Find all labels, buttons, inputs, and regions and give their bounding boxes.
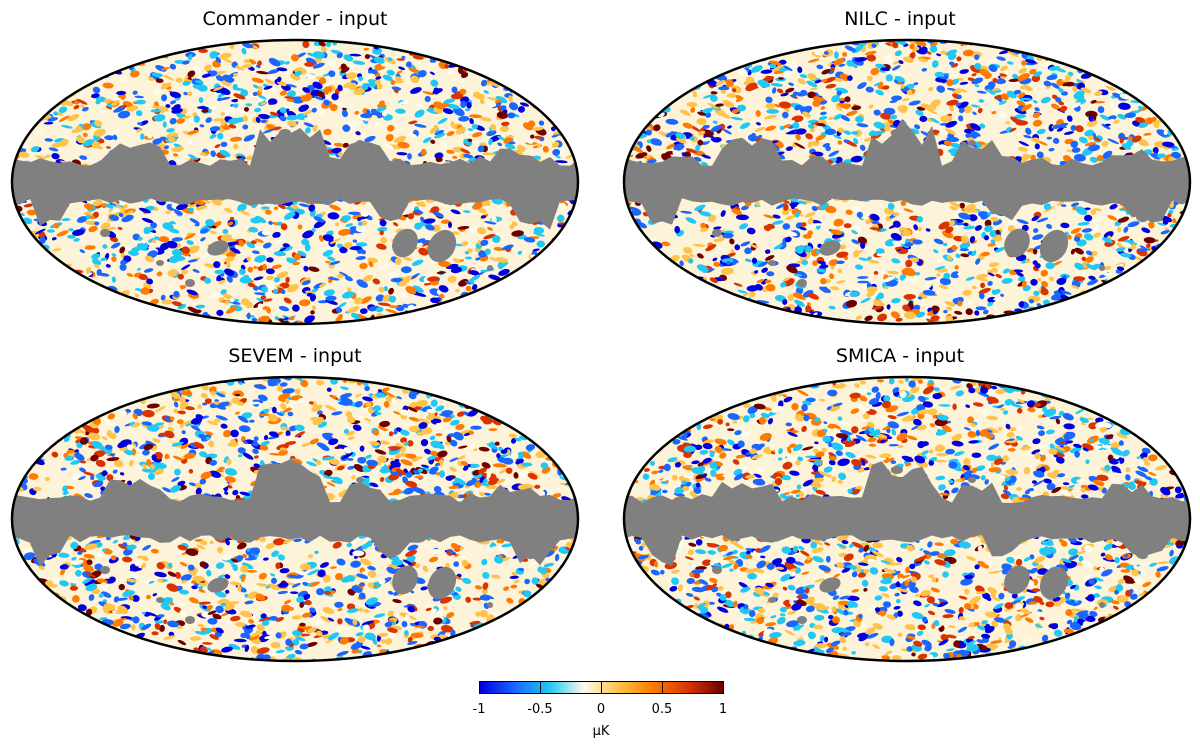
colorbar-unit-label: μK — [592, 724, 610, 739]
sky-map-field — [12, 40, 578, 324]
map-sevem — [10, 375, 580, 663]
map-smica — [622, 375, 1192, 663]
colorbar-tick-mark — [662, 681, 663, 694]
sky-map-field — [12, 377, 578, 661]
colorbar-tick-label: 0 — [596, 702, 606, 717]
panel-title-sevem: SEVEM - input — [228, 345, 362, 367]
colorbar-tick-label: 1 — [718, 702, 728, 717]
map-commander — [10, 38, 580, 326]
colorbar-tick-label: -1 — [472, 702, 486, 717]
colorbar-tick-label: 0.5 — [651, 702, 673, 717]
panel-title-commander: Commander - input — [202, 8, 388, 30]
panel-title-smica: SMICA - input — [835, 345, 965, 367]
panel-title-nilc: NILC - input — [844, 8, 956, 30]
sky-map-field — [624, 40, 1190, 324]
sky-map-field — [624, 377, 1190, 661]
map-nilc — [622, 38, 1192, 326]
colorbar-tick-label: -0.5 — [527, 702, 553, 717]
colorbar-tick-mark — [601, 681, 602, 694]
colorbar-tick-mark — [540, 681, 541, 694]
